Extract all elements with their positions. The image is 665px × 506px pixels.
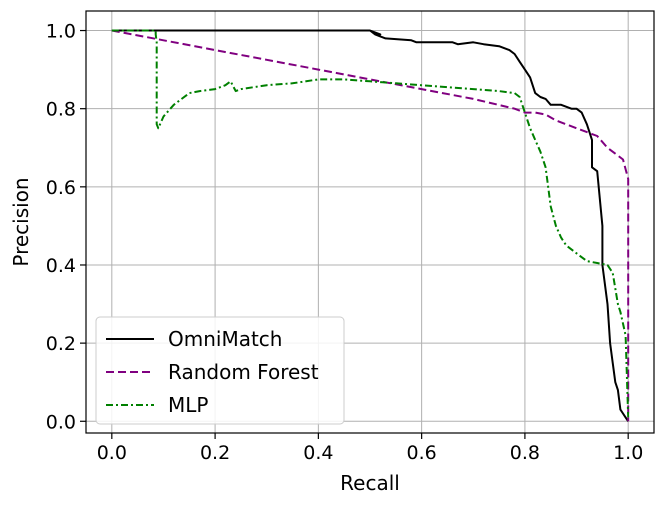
legend-box bbox=[95, 316, 345, 425]
legend-label: OmniMatch bbox=[168, 327, 282, 351]
x-tick-label: 0.2 bbox=[200, 442, 230, 464]
y-tick-label: 0.6 bbox=[46, 177, 76, 199]
y-axis-ticks: 0.0 0.2 0.4 0.6 0.8 1.0 bbox=[46, 21, 86, 433]
x-axis-label: Recall bbox=[340, 471, 400, 495]
y-tick-label: 0.4 bbox=[46, 255, 76, 277]
x-tick-label: 0.0 bbox=[97, 442, 127, 464]
x-tick-label: 1.0 bbox=[613, 442, 643, 464]
y-tick-label: 0.0 bbox=[46, 411, 76, 433]
plot-frame bbox=[85, 10, 655, 434]
legend-label: Random Forest bbox=[168, 360, 319, 384]
x-tick-label: 0.4 bbox=[303, 442, 333, 464]
x-tick-label: 0.8 bbox=[510, 442, 540, 464]
y-tick-label: 0.8 bbox=[46, 99, 76, 121]
series-line-omnimatch bbox=[111, 29, 630, 422]
series-layer bbox=[111, 29, 630, 422]
legend: OmniMatch Random Forest MLP bbox=[95, 316, 345, 425]
series-line-random-forest bbox=[111, 29, 630, 422]
legend-items: OmniMatch Random Forest MLP bbox=[106, 327, 319, 417]
x-tick-label: 0.6 bbox=[407, 442, 437, 464]
y-tick-label: 0.2 bbox=[46, 333, 76, 355]
x-axis-ticks: 0.0 0.2 0.4 0.6 0.8 1.0 bbox=[97, 433, 643, 464]
series-line-mlp bbox=[111, 29, 630, 418]
y-axis-label: Precision bbox=[9, 177, 33, 266]
legend-label: MLP bbox=[168, 393, 208, 417]
y-tick-label: 1.0 bbox=[46, 21, 76, 43]
